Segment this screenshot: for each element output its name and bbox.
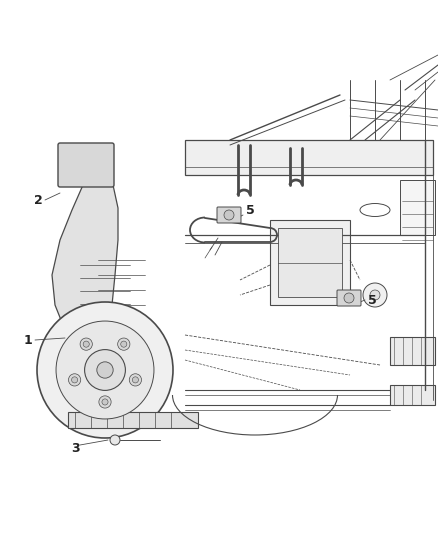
Text: 3: 3 — [71, 441, 79, 455]
FancyBboxPatch shape — [390, 337, 435, 365]
Circle shape — [224, 210, 234, 220]
Circle shape — [370, 290, 380, 300]
Circle shape — [97, 362, 113, 378]
FancyBboxPatch shape — [400, 180, 435, 235]
Circle shape — [344, 293, 354, 303]
Circle shape — [99, 396, 111, 408]
Circle shape — [363, 283, 387, 307]
Circle shape — [37, 302, 173, 438]
FancyBboxPatch shape — [217, 207, 241, 223]
Circle shape — [129, 374, 141, 386]
FancyBboxPatch shape — [68, 412, 198, 428]
Circle shape — [110, 435, 120, 445]
FancyBboxPatch shape — [58, 143, 114, 187]
Text: 5: 5 — [367, 294, 376, 306]
Circle shape — [83, 341, 89, 347]
Text: 2: 2 — [34, 193, 42, 206]
Text: 5: 5 — [246, 204, 254, 216]
Circle shape — [121, 341, 127, 347]
FancyBboxPatch shape — [185, 140, 433, 175]
Circle shape — [71, 377, 78, 383]
Circle shape — [68, 374, 81, 386]
Text: 1: 1 — [24, 334, 32, 346]
FancyBboxPatch shape — [278, 228, 342, 297]
Polygon shape — [52, 185, 148, 355]
Circle shape — [102, 399, 108, 405]
FancyBboxPatch shape — [337, 290, 361, 306]
Circle shape — [132, 377, 138, 383]
Circle shape — [56, 321, 154, 419]
Circle shape — [85, 350, 125, 390]
FancyBboxPatch shape — [390, 385, 435, 405]
Circle shape — [80, 338, 92, 350]
Circle shape — [118, 338, 130, 350]
Ellipse shape — [360, 204, 390, 216]
FancyBboxPatch shape — [270, 220, 350, 305]
